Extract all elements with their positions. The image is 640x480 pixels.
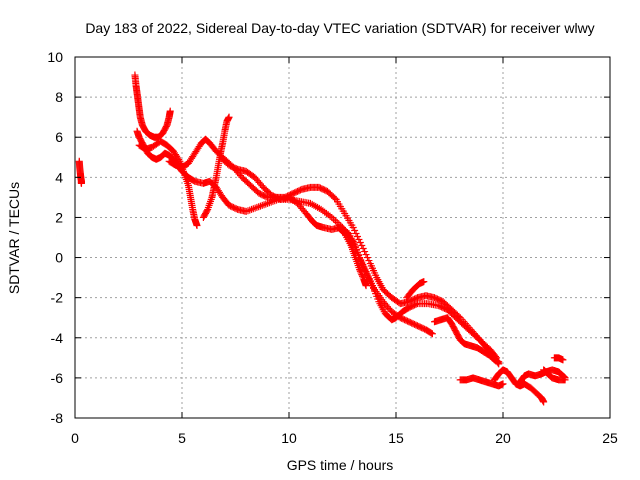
- data-point: [363, 254, 371, 262]
- grid-lines: [75, 57, 610, 418]
- data-point: [356, 239, 364, 247]
- y-tick-label: 4: [55, 169, 63, 185]
- y-tick-label: 10: [47, 49, 63, 65]
- x-tick-label: 10: [281, 430, 297, 446]
- data-point: [352, 229, 360, 237]
- x-tick-label: 20: [495, 430, 511, 446]
- data-point: [193, 221, 201, 229]
- data-point: [355, 236, 363, 244]
- data-point: [495, 358, 503, 366]
- y-tick-label: 2: [55, 209, 63, 225]
- data-point: [351, 226, 359, 234]
- data-point: [365, 257, 373, 265]
- series-track-i: [431, 314, 503, 366]
- chart-title: Day 183 of 2022, Sidereal Day-to-day VTE…: [85, 20, 594, 36]
- series-track-f: [217, 153, 436, 338]
- data-point: [359, 245, 367, 253]
- plot-frame: [74, 56, 611, 419]
- data-point: [349, 223, 357, 231]
- x-tick-label: 25: [602, 430, 618, 446]
- data-point: [356, 266, 364, 274]
- data-point: [225, 113, 233, 121]
- data-point: [559, 356, 567, 364]
- y-tick-labels: -8 -6 -4 -2 0 2 4 6 8 10: [47, 49, 63, 426]
- series-track-a: [131, 71, 174, 141]
- data-point: [361, 248, 369, 256]
- axis-ticks: [74, 56, 611, 419]
- data-point: [166, 107, 174, 115]
- y-axis-label: SDTVAR / TECUs: [6, 182, 22, 294]
- series-track-m: [540, 366, 569, 384]
- y-tick-label: 0: [55, 250, 63, 266]
- data-point: [331, 217, 339, 225]
- series-track-h: [403, 278, 428, 302]
- x-tick-labels: 0 5 10 15 20 25: [71, 430, 618, 446]
- data-point: [77, 179, 85, 187]
- data-point: [331, 194, 339, 202]
- series-track-n: [550, 354, 567, 364]
- data-point: [356, 267, 364, 275]
- data-point: [540, 398, 548, 406]
- data-point: [175, 156, 183, 164]
- y-tick-label: -6: [51, 370, 64, 386]
- y-tick-label: -8: [51, 410, 64, 426]
- x-tick-label: 0: [71, 430, 79, 446]
- x-axis-label: GPS time / hours: [287, 457, 394, 473]
- y-tick-label: -2: [51, 290, 64, 306]
- data-points: [75, 71, 569, 406]
- series-track-d: [199, 113, 233, 221]
- data-point: [420, 278, 428, 286]
- data-point: [428, 330, 436, 338]
- data-point: [358, 272, 366, 280]
- data-point: [455, 312, 463, 320]
- data-point: [499, 380, 507, 388]
- data-point: [412, 300, 420, 308]
- data-point: [203, 207, 211, 215]
- y-tick-label: -4: [51, 330, 64, 346]
- data-point: [561, 376, 569, 384]
- x-tick-label: 15: [388, 430, 404, 446]
- data-point: [358, 242, 366, 250]
- data-point: [357, 269, 365, 277]
- data-point: [362, 251, 370, 259]
- data-point: [353, 232, 361, 240]
- series-early-fragment: [75, 157, 85, 187]
- x-tick-label: 5: [178, 430, 186, 446]
- data-point: [358, 271, 366, 279]
- series-track-g: [334, 223, 370, 290]
- series-track-j: [456, 374, 507, 390]
- y-tick-label: 6: [55, 129, 63, 145]
- data-point: [362, 282, 370, 290]
- data-point: [427, 329, 435, 337]
- y-tick-label: 8: [55, 89, 63, 105]
